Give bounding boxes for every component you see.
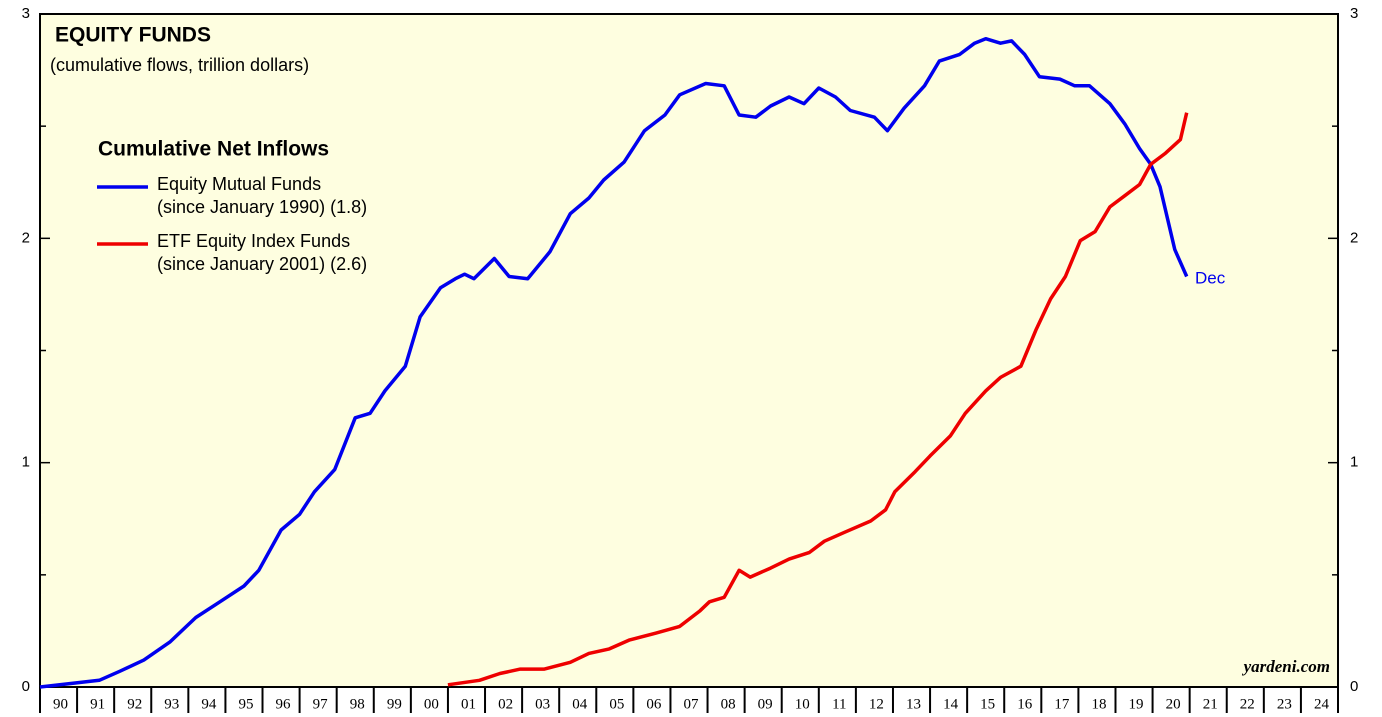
x-tick-label: 13 [906,696,921,712]
x-tick-label: 12 [869,696,884,712]
chart-title: EQUITY FUNDS [55,24,211,47]
annotation: Dec [1195,268,1226,287]
x-tick-label: 00 [424,696,439,712]
legend-label: Equity Mutual Funds [157,174,321,194]
x-tick-label: 98 [350,696,365,712]
x-tick-label: 99 [387,696,402,712]
x-tick-label: 01 [461,696,476,712]
x-tick-label: 24 [1314,696,1330,712]
x-tick-label: 94 [201,696,217,712]
x-tick-label: 04 [572,696,588,712]
y2-tick-label: 1 [1350,454,1358,471]
x-tick-label: 93 [164,696,179,712]
x-tick-label: 16 [1017,696,1033,712]
y-tick-label: 3 [22,5,30,22]
series-line [447,112,1189,687]
x-tick-label: 09 [758,696,773,712]
legend-title: Cumulative Net Inflows [98,138,329,161]
x-tick-label: 96 [276,696,292,712]
x-tick-label: 02 [498,696,513,712]
x-tick-label: 90 [53,696,68,712]
y2-tick-label: 2 [1350,229,1358,246]
x-tick-label: 07 [684,696,700,712]
chart-subtitle: (cumulative flows, trillion dollars) [50,55,309,75]
y-tick-label: 0 [22,678,30,695]
x-tick-label: 15 [980,696,995,712]
x-tick-label: 21 [1203,696,1218,712]
x-tick-label: 06 [646,696,662,712]
y-tick-label: 1 [22,454,30,471]
x-tick-label: 95 [238,696,253,712]
x-tick-label: 10 [795,696,810,712]
y-tick-label: 2 [22,229,30,246]
series-line [39,36,1189,689]
x-tick-label: 03 [535,696,550,712]
x-tick-label: 23 [1277,696,1292,712]
x-tick-label: 19 [1129,696,1144,712]
x-tick-label: 20 [1166,696,1181,712]
legend-label: ETF Equity Index Funds [157,231,350,251]
plot-area [39,13,1339,688]
x-tick-label: 92 [127,696,142,712]
x-tick-label: 08 [721,696,736,712]
legend-label: (since January 2001) (2.6) [157,254,367,274]
y2-tick-label: 3 [1350,5,1358,22]
y2-tick-label: 0 [1350,678,1358,695]
x-tick-label: 97 [313,696,329,712]
x-tick-label: 11 [832,696,846,712]
x-tick-label: 22 [1240,696,1255,712]
x-tick-label: 18 [1091,696,1106,712]
x-tick-label: 14 [943,696,959,712]
x-tick-label: 17 [1054,696,1070,712]
legend-label: (since January 1990) (1.8) [157,197,367,217]
watermark: yardeni.com [1242,657,1330,676]
x-tick-label: 91 [90,696,105,712]
x-tick-label: 05 [609,696,624,712]
